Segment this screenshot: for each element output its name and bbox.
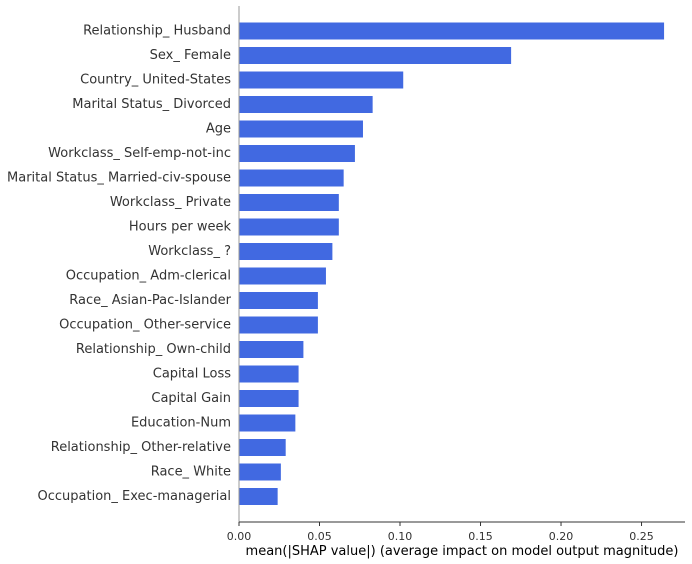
category-label: Marital Status_ Divorced (72, 97, 231, 112)
x-ticks-group: 0.00 0.05 0.10 0.15 0.20 0.25 (227, 522, 654, 543)
category-label: Marital Status_ Married-civ-spouse (7, 171, 231, 186)
x-axis-title: mean(|SHAP value|) (average impact on mo… (246, 544, 679, 559)
category-label: Relationship_ Other-relative (51, 440, 231, 455)
bar (239, 316, 318, 334)
bar (239, 463, 281, 481)
bar (239, 120, 363, 138)
bars-group (239, 22, 665, 505)
x-tick-label: 0.25 (629, 530, 654, 543)
category-label: Workclass_ Self-emp-not-inc (48, 146, 231, 161)
x-tick-label: 0.05 (307, 530, 332, 543)
category-label: Capital Gain (151, 391, 231, 406)
bar (239, 341, 304, 358)
category-label: Country_ United-States (80, 73, 231, 88)
bar (239, 292, 318, 309)
category-label: Occupation_ Other-service (59, 318, 231, 333)
category-label: Hours per week (129, 220, 232, 235)
category-label: Sex_ Female (150, 48, 231, 63)
category-label: Workclass_ ? (148, 244, 231, 259)
bar (239, 218, 339, 236)
x-tick-label: 0.10 (388, 530, 413, 543)
bar (239, 414, 296, 432)
x-tick-label: 0.15 (468, 530, 493, 543)
bar (239, 488, 278, 505)
category-label: Relationship_ Husband (83, 24, 231, 39)
category-label: Race_ White (151, 465, 231, 480)
bar (239, 390, 299, 407)
bar (239, 71, 404, 89)
category-labels-group: Relationship_ Husband Sex_ Female Country_… (7, 24, 232, 505)
bar (239, 96, 373, 113)
bar (239, 267, 326, 285)
bar (239, 194, 339, 211)
x-tick-label: 0.20 (549, 530, 574, 543)
bar (239, 169, 344, 187)
bar (239, 22, 665, 40)
bar (239, 365, 299, 383)
category-label: Workclass_ Private (110, 195, 231, 210)
category-label: Race_ Asian-Pac-Islander (69, 293, 231, 308)
category-label: Education-Num (131, 416, 231, 431)
x-tick-label: 0.00 (227, 530, 252, 543)
bar (239, 243, 333, 260)
bar (239, 47, 512, 64)
category-label: Occupation_ Exec-managerial (38, 489, 231, 504)
category-label: Relationship_ Own-child (76, 342, 231, 357)
category-label: Capital Loss (153, 367, 231, 382)
bar (239, 145, 355, 162)
category-label: Age (206, 122, 231, 137)
bar (239, 439, 286, 456)
category-label: Occupation_ Adm-clerical (66, 269, 231, 284)
